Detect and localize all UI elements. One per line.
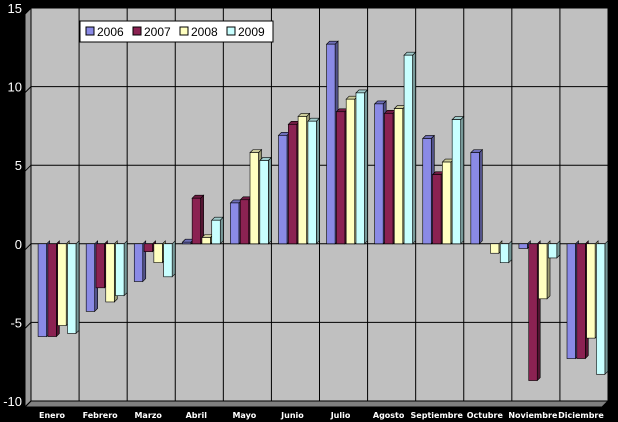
bar-2007-Abril (191, 194, 205, 245)
bar-2006-Marzo (133, 240, 147, 283)
bar-2009-Febrero (115, 240, 128, 297)
bars (37, 40, 609, 382)
bar-2007-Noviembre (528, 240, 541, 382)
legend-entry: 2007 (144, 25, 171, 39)
x-tick-label: Enero (39, 411, 66, 420)
side-wall (24, 6, 32, 409)
bar-2009-Junio (307, 117, 321, 245)
legend-entry: 2006 (97, 25, 124, 39)
x-tick-label: Diciembre (558, 411, 604, 420)
floor (23, 400, 610, 408)
legend: 2006 2007 2008 2009 (79, 20, 274, 43)
x-tick-label: Agosto (373, 411, 405, 420)
bar-2009-Julio (355, 89, 369, 245)
bar-2009-Enero (67, 240, 80, 335)
bar-2009-Octubre (499, 240, 513, 264)
x-tick-label: Octubre (467, 411, 504, 420)
bar-2006-Octubre (470, 148, 484, 245)
x-tick-label: Julio (330, 411, 351, 420)
x-axis-ticks: Enero Febrero Marzo Abril Mayo Junio Jul… (39, 411, 604, 420)
legend-entry: 2008 (191, 25, 218, 39)
y-tick-label: 5 (15, 158, 22, 173)
y-tick-label: 10 (8, 80, 22, 95)
y-tick-label: 0 (15, 237, 22, 252)
legend-swatch (85, 26, 95, 36)
bar-2009-Diciembre (596, 240, 609, 376)
x-tick-label: Abril (186, 411, 208, 420)
x-tick-label: Mayo (232, 411, 256, 420)
x-tick-label: Septiembre (411, 411, 464, 420)
x-tick-label: Marzo (134, 411, 162, 420)
bar-2009-Septiembre (451, 115, 465, 245)
y-tick-label: -10 (3, 394, 22, 409)
bar-2009-Agosto (403, 51, 417, 245)
legend-swatch (226, 26, 236, 36)
bar-2009-Marzo (163, 240, 176, 278)
x-tick-label: Noviembre (508, 411, 558, 420)
x-tick-label: Junio (280, 411, 304, 420)
bar-2009-Mayo (259, 156, 273, 245)
y-axis-ticks: 15 10 5 0 -5 -10 (3, 1, 22, 409)
bar-2009-Noviembre (548, 240, 561, 259)
x-tick-label: Febrero (83, 411, 119, 420)
legend-swatch (132, 26, 142, 36)
y-tick-label: 15 (8, 1, 22, 16)
y-tick-label: -5 (10, 315, 22, 330)
legend-box (79, 20, 274, 43)
bar-2009-Abril (211, 216, 224, 245)
legend-swatch (179, 26, 189, 36)
legend-entry: 2009 (238, 25, 265, 39)
